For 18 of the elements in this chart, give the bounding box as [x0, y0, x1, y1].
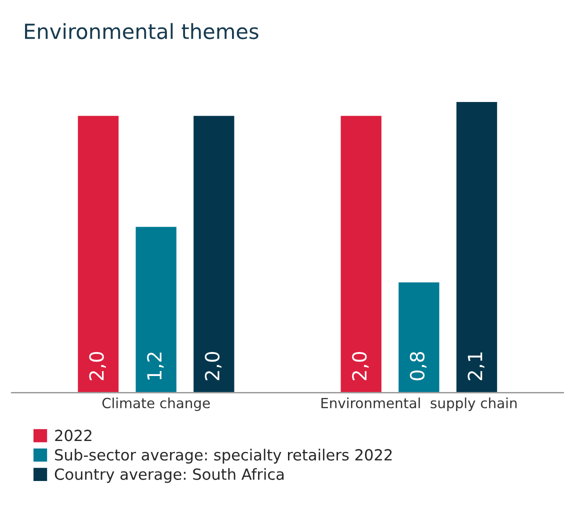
bar	[134, 225, 178, 393]
x-tick-label: Climate change	[102, 398, 210, 412]
legend-label: Sub-sector average: specialty retailers 2022	[55, 448, 392, 464]
data-label: 0,8	[410, 352, 427, 380]
x-tick-label: Environmental supply chain	[321, 398, 517, 412]
data-label: 2,0	[352, 352, 369, 380]
data-label: 2,0	[89, 352, 106, 380]
bar	[339, 114, 383, 393]
data-label: 2,0	[204, 352, 222, 380]
bar	[76, 114, 120, 393]
chart-title: Environmental themes	[25, 23, 258, 40]
bar	[397, 280, 441, 393]
legend-label: 2022	[55, 430, 92, 442]
data-label: 2,1	[468, 352, 484, 380]
legend-label: Country average: South Africa	[54, 468, 284, 483]
data-label: 1,2	[147, 352, 164, 380]
bar	[192, 114, 236, 393]
bar	[455, 100, 498, 393]
